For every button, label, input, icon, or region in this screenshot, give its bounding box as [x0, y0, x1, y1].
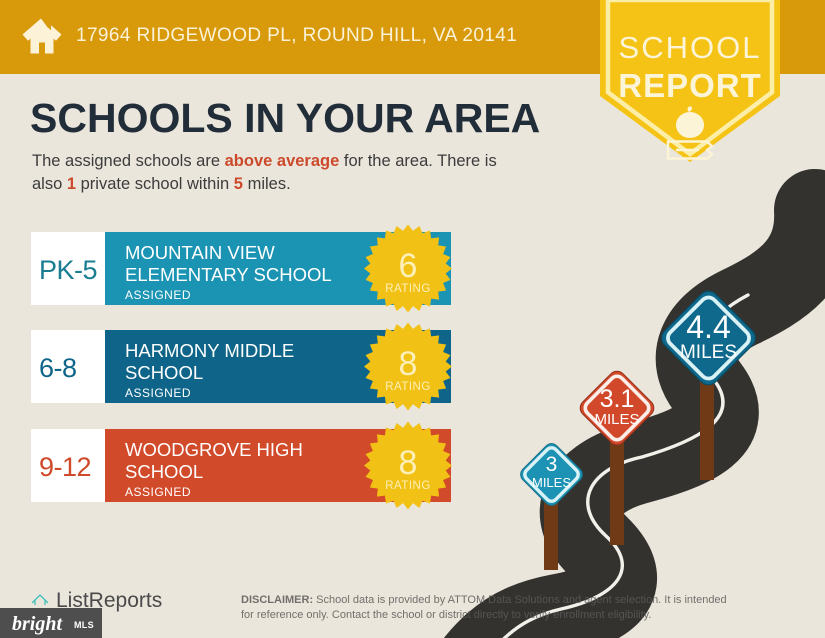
svg-text:RATING: RATING: [385, 480, 431, 492]
svg-text:8: 8: [399, 444, 418, 482]
svg-text:8: 8: [399, 345, 418, 383]
svg-text:6: 6: [399, 247, 418, 285]
svg-text:SCHOOL: SCHOOL: [619, 30, 762, 65]
svg-text:REPORT: REPORT: [618, 67, 762, 104]
svg-text:RATING: RATING: [385, 381, 431, 393]
svg-text:RATING: RATING: [385, 283, 431, 295]
